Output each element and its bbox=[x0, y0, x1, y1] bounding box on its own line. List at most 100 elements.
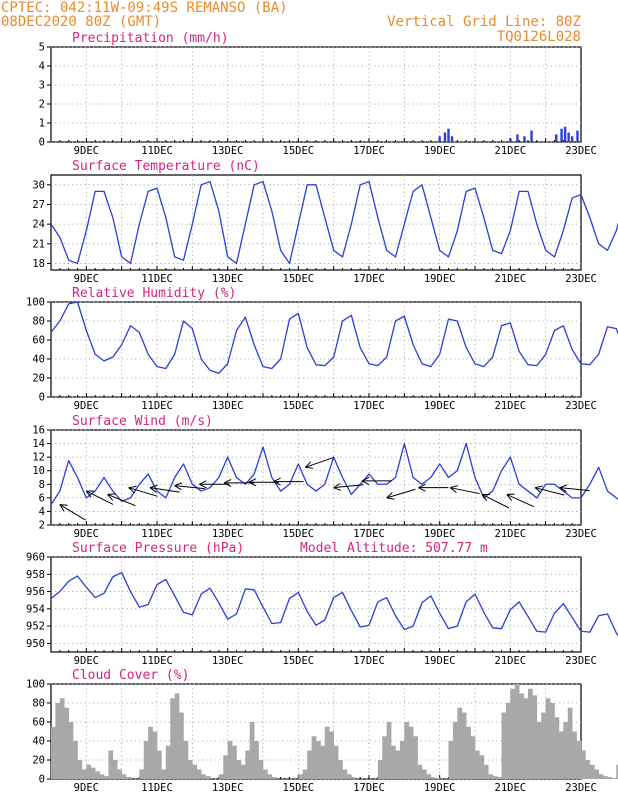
wind-direction-arrow bbox=[273, 477, 304, 486]
cloud-cover-bar bbox=[572, 731, 577, 779]
cloud-cover-bar bbox=[236, 760, 242, 779]
cloud-cover-bar bbox=[112, 760, 118, 779]
temperature-xtick-label: 19DEC bbox=[424, 273, 456, 285]
cloud-cover-bar bbox=[148, 726, 153, 779]
wind-arrow-head bbox=[506, 493, 515, 501]
wind-xtick-label: 19DEC bbox=[424, 528, 456, 540]
precipitation-xtick-label: 9DEC bbox=[74, 145, 99, 157]
precipitation-frame bbox=[50, 46, 582, 143]
cloud-cover-bar bbox=[435, 778, 440, 779]
cloud-cover-bar bbox=[99, 774, 105, 779]
cloud-cover-xtick-label: 23DEC bbox=[565, 782, 597, 794]
header-vertical-grid-line: Vertical Grid Line: 80Z bbox=[387, 14, 581, 30]
cloud-cover-bar bbox=[417, 764, 423, 779]
temperature-ytick-label: 30 bbox=[32, 179, 45, 191]
wind-direction-arrow bbox=[85, 490, 114, 505]
cloud-cover-bar bbox=[611, 778, 617, 779]
cloud-cover-title: Cloud Cover (%) bbox=[72, 668, 189, 683]
wind-arrow-head bbox=[559, 484, 568, 493]
cloud-cover-bar bbox=[497, 777, 502, 779]
pressure-frame bbox=[50, 556, 582, 653]
cloud-cover-bar bbox=[422, 769, 427, 779]
temperature-xtick-label: 15DEC bbox=[283, 273, 315, 285]
cloud-cover-bar bbox=[466, 726, 471, 779]
precipitation-xtick-label: 11DEC bbox=[141, 145, 173, 157]
precipitation-xtick-label: 15DEC bbox=[283, 145, 315, 157]
cloud-cover-bar bbox=[73, 741, 78, 779]
pressure-ytick-label: 958 bbox=[26, 569, 45, 581]
pressure-ytick-label: 954 bbox=[26, 603, 45, 615]
precipitation-xtick-label: 21DEC bbox=[495, 145, 527, 157]
wind-xtick-label: 9DEC bbox=[74, 528, 99, 540]
cloud-cover-xtick-label: 21DEC bbox=[495, 782, 527, 794]
header-model-code: TQ0126L028 bbox=[497, 29, 581, 45]
cloud-cover-bar bbox=[351, 777, 357, 779]
temperature-xtick-label: 17DEC bbox=[353, 273, 385, 285]
temperature-xtick-label: 9DEC bbox=[74, 273, 99, 285]
precipitation-xtick-label: 19DEC bbox=[424, 145, 456, 157]
cloud-cover-bar bbox=[523, 698, 529, 779]
pressure-xtick-label: 19DEC bbox=[424, 655, 456, 667]
precipitation-bar bbox=[560, 128, 563, 142]
humidity-ytick-label: 100 bbox=[26, 297, 45, 309]
precipitation-bar bbox=[523, 136, 526, 142]
precipitation-bar bbox=[516, 134, 519, 142]
wind-xtick-label: 15DEC bbox=[283, 528, 315, 540]
wind-direction-arrow bbox=[199, 480, 230, 489]
cloud-cover-bar bbox=[139, 769, 145, 779]
humidity-title: Relative Humidity (%) bbox=[72, 286, 236, 301]
humidity-xtick-label: 13DEC bbox=[212, 400, 244, 412]
pressure-annotation: Model Altitude: 507.77 m bbox=[300, 541, 488, 556]
cloud-cover-bar bbox=[157, 750, 162, 779]
temperature-xtick-label: 13DEC bbox=[212, 273, 244, 285]
cloud-cover-ytick-label: 40 bbox=[32, 736, 45, 748]
pressure-xtick-label: 15DEC bbox=[283, 655, 315, 667]
cloud-cover-bar bbox=[179, 712, 184, 779]
cloud-cover-bar bbox=[271, 777, 277, 779]
precipitation-bar bbox=[567, 132, 570, 142]
cloud-cover-ytick-label: 100 bbox=[26, 679, 45, 691]
humidity-ytick-label: 0 bbox=[39, 392, 45, 404]
wind-arrow-shaft bbox=[481, 494, 510, 509]
wind-arrow-shaft bbox=[149, 487, 180, 493]
cloud-cover-bar bbox=[104, 776, 109, 779]
wind-arrow-head bbox=[418, 483, 426, 492]
cloud-cover-bar bbox=[346, 774, 352, 779]
temperature-ytick-label: 27 bbox=[32, 199, 45, 211]
pressure-xtick-label: 11DEC bbox=[141, 655, 173, 667]
cloud-cover-bar bbox=[408, 726, 414, 779]
wind-arrow-shaft bbox=[305, 456, 334, 468]
cloud-cover-bar bbox=[227, 741, 233, 779]
wind-ytick-label: 12 bbox=[32, 452, 45, 464]
precipitation-bar bbox=[576, 130, 579, 142]
humidity-ytick-label: 60 bbox=[32, 335, 45, 347]
wind-ytick-label: 14 bbox=[32, 438, 45, 450]
temperature-ytick-label: 21 bbox=[32, 238, 45, 250]
cloud-cover-bar bbox=[68, 722, 74, 779]
wind-arrow-shaft bbox=[59, 504, 86, 521]
cloud-cover-xtick-label: 17DEC bbox=[353, 782, 385, 794]
cloud-cover-bar bbox=[311, 736, 317, 779]
cloud-cover-ytick-label: 80 bbox=[32, 698, 45, 710]
humidity-xtick-label: 11DEC bbox=[141, 400, 173, 412]
precipitation-xtick-label: 17DEC bbox=[353, 145, 385, 157]
wind-arrow-shaft bbox=[506, 494, 535, 508]
cloud-cover-bar bbox=[258, 760, 264, 779]
cloud-cover-bar bbox=[399, 741, 405, 779]
cloud-cover-bar bbox=[488, 774, 493, 779]
wind-ytick-label: 16 bbox=[32, 425, 45, 437]
cloud-cover-bar bbox=[263, 769, 268, 779]
humidity-xtick-label: 19DEC bbox=[424, 400, 456, 412]
cloud-cover-xtick-label: 11DEC bbox=[141, 782, 173, 794]
cloud-cover-bar bbox=[413, 736, 418, 779]
cloud-cover-bar bbox=[386, 722, 392, 779]
wind-arrow-head bbox=[273, 477, 281, 486]
precipitation-bar bbox=[530, 130, 533, 142]
precipitation-xtick-label: 23DEC bbox=[565, 145, 597, 157]
precipitation-ytick-label: 3 bbox=[39, 80, 45, 92]
cloud-cover-bar bbox=[240, 764, 246, 779]
wind-direction-arrow bbox=[559, 484, 590, 493]
header-location: CPTEC: 042:11W-09:49S REMANSO (BA) bbox=[1, 0, 288, 16]
cloud-cover-bar bbox=[201, 774, 206, 779]
cloud-cover-bar bbox=[519, 693, 524, 779]
